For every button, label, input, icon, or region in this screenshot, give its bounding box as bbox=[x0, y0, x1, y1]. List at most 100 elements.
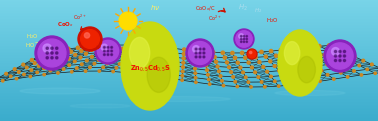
Circle shape bbox=[51, 52, 53, 54]
Circle shape bbox=[192, 49, 195, 52]
Circle shape bbox=[171, 55, 174, 58]
Bar bbox=[0, 48, 378, 50]
Circle shape bbox=[285, 53, 288, 56]
Circle shape bbox=[273, 65, 276, 68]
Circle shape bbox=[300, 77, 302, 80]
Bar bbox=[0, 26, 378, 27]
Circle shape bbox=[291, 84, 294, 86]
Circle shape bbox=[49, 53, 52, 56]
Circle shape bbox=[181, 75, 184, 77]
Circle shape bbox=[195, 52, 197, 54]
Circle shape bbox=[250, 66, 253, 69]
Circle shape bbox=[43, 73, 45, 76]
Bar bbox=[0, 27, 378, 29]
Circle shape bbox=[313, 76, 316, 78]
Circle shape bbox=[236, 85, 239, 88]
Circle shape bbox=[194, 67, 197, 70]
Circle shape bbox=[136, 56, 139, 59]
Circle shape bbox=[260, 81, 263, 83]
Bar bbox=[0, 110, 378, 112]
Circle shape bbox=[262, 65, 265, 68]
Circle shape bbox=[295, 52, 298, 55]
Circle shape bbox=[346, 76, 349, 78]
Bar bbox=[0, 62, 378, 64]
Circle shape bbox=[335, 50, 337, 53]
Bar bbox=[0, 92, 378, 94]
Bar bbox=[0, 82, 378, 83]
Circle shape bbox=[22, 63, 25, 66]
Circle shape bbox=[264, 86, 266, 88]
Circle shape bbox=[248, 50, 256, 58]
Circle shape bbox=[57, 72, 59, 74]
Circle shape bbox=[206, 69, 208, 72]
Text: H$_2$O: H$_2$O bbox=[26, 33, 38, 42]
Circle shape bbox=[334, 52, 337, 55]
Circle shape bbox=[339, 50, 341, 53]
Circle shape bbox=[70, 50, 73, 53]
Circle shape bbox=[2, 80, 4, 82]
Ellipse shape bbox=[298, 56, 315, 83]
Circle shape bbox=[95, 38, 121, 64]
Circle shape bbox=[76, 67, 78, 69]
Bar bbox=[0, 80, 378, 82]
Circle shape bbox=[63, 54, 66, 57]
Circle shape bbox=[102, 66, 104, 69]
Circle shape bbox=[216, 65, 219, 68]
Circle shape bbox=[338, 62, 341, 64]
Circle shape bbox=[343, 50, 345, 53]
Circle shape bbox=[221, 51, 225, 54]
Circle shape bbox=[240, 38, 242, 40]
Bar bbox=[0, 51, 378, 53]
Circle shape bbox=[56, 47, 58, 49]
Circle shape bbox=[218, 70, 220, 73]
Circle shape bbox=[111, 54, 113, 56]
Circle shape bbox=[240, 41, 242, 42]
Circle shape bbox=[194, 76, 197, 79]
Circle shape bbox=[51, 47, 53, 49]
Circle shape bbox=[319, 80, 321, 82]
Bar bbox=[0, 119, 378, 121]
Circle shape bbox=[74, 53, 77, 56]
Circle shape bbox=[345, 52, 348, 55]
Bar bbox=[0, 71, 378, 73]
Text: CoO$_x$: CoO$_x$ bbox=[57, 21, 73, 29]
Circle shape bbox=[360, 74, 363, 76]
Circle shape bbox=[231, 51, 234, 55]
Circle shape bbox=[163, 46, 166, 49]
Circle shape bbox=[119, 12, 137, 30]
Circle shape bbox=[260, 50, 263, 54]
Circle shape bbox=[167, 77, 169, 79]
Circle shape bbox=[100, 48, 104, 51]
Circle shape bbox=[13, 68, 16, 71]
Circle shape bbox=[93, 62, 96, 65]
Circle shape bbox=[147, 57, 150, 60]
Circle shape bbox=[194, 72, 197, 75]
Bar bbox=[0, 38, 378, 39]
Circle shape bbox=[46, 57, 48, 59]
Bar bbox=[0, 33, 378, 35]
Circle shape bbox=[95, 51, 98, 54]
Circle shape bbox=[144, 44, 147, 47]
Ellipse shape bbox=[275, 91, 345, 95]
Circle shape bbox=[195, 48, 197, 50]
Circle shape bbox=[236, 31, 252, 47]
Ellipse shape bbox=[121, 22, 179, 110]
Text: Co$^{2+}$: Co$^{2+}$ bbox=[208, 13, 222, 23]
Circle shape bbox=[155, 71, 157, 73]
Circle shape bbox=[118, 63, 121, 65]
Circle shape bbox=[128, 51, 131, 54]
Bar bbox=[0, 65, 378, 67]
Bar bbox=[0, 0, 378, 1]
Circle shape bbox=[296, 62, 299, 65]
Bar bbox=[0, 21, 378, 23]
Circle shape bbox=[342, 56, 345, 59]
Circle shape bbox=[159, 58, 162, 61]
Circle shape bbox=[358, 64, 361, 67]
Circle shape bbox=[205, 64, 208, 67]
Circle shape bbox=[319, 59, 322, 62]
Circle shape bbox=[282, 74, 285, 77]
Circle shape bbox=[230, 71, 232, 73]
Circle shape bbox=[36, 71, 39, 74]
Circle shape bbox=[68, 57, 70, 60]
Circle shape bbox=[362, 59, 365, 62]
